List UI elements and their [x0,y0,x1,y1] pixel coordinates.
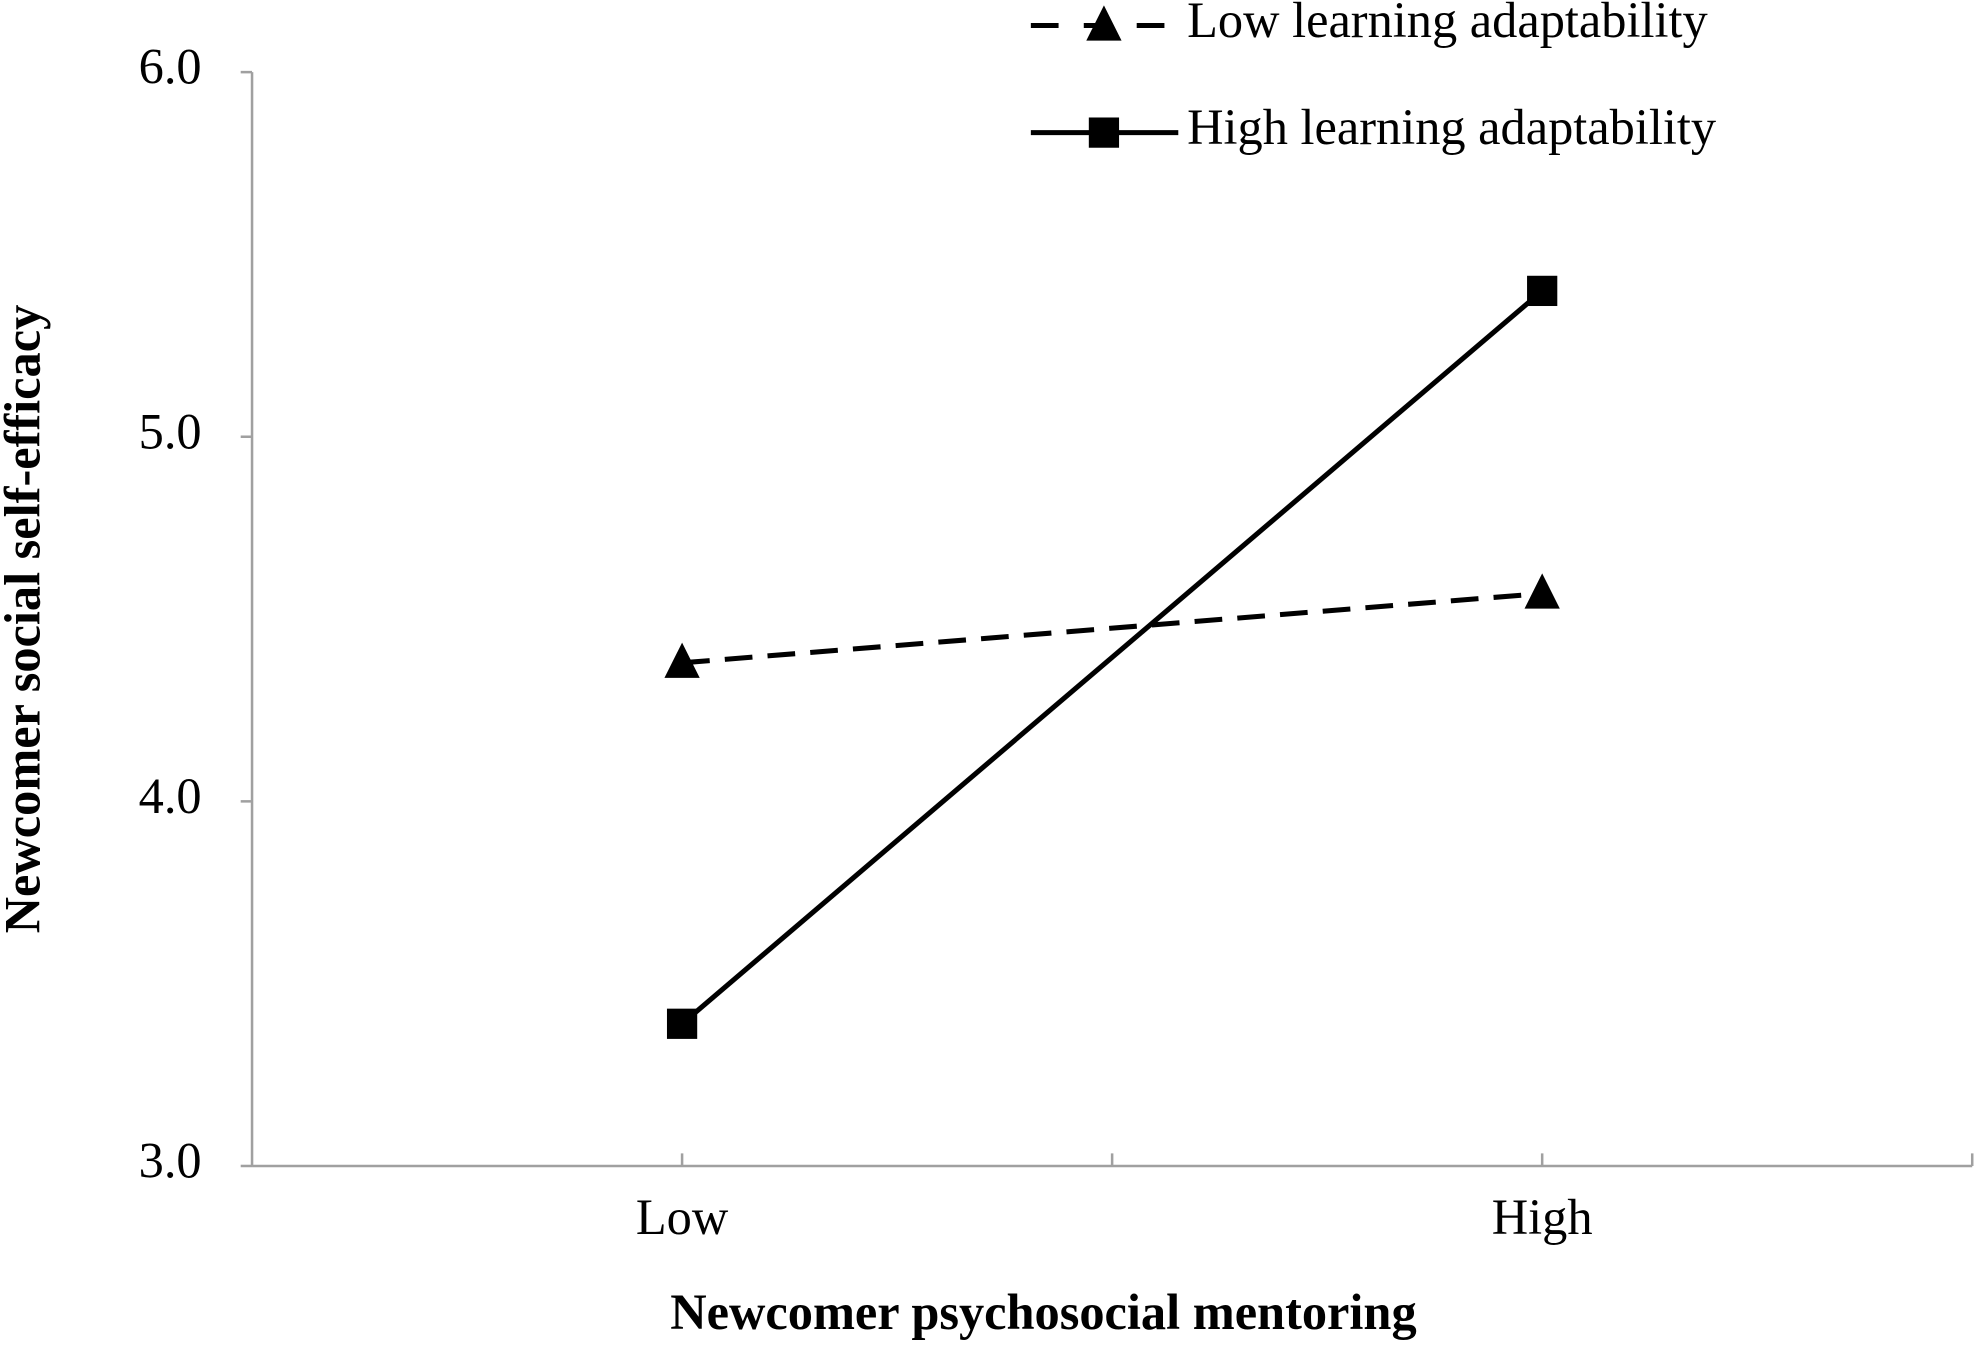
y-axis-title: Newcomer social self-efficacy [0,305,50,934]
y-tick-label: 6.0 [139,39,202,95]
x-axis-title: Newcomer psychosocial mentoring [670,1284,1416,1340]
marker [1524,573,1560,609]
legend-label: High learning adaptability [1187,99,1716,155]
series-line [680,288,1544,1026]
legend-marker [1088,117,1120,148]
marker [666,1008,698,1039]
marker [664,642,700,678]
marker [1527,275,1558,307]
y-tick-label: 5.0 [139,403,202,459]
series-line [681,591,1543,666]
legend-label: Low learning adaptability [1187,0,1708,48]
x-tick-label: High [1492,1189,1593,1245]
y-tick-label: 3.0 [139,1133,202,1189]
legend-marker [1086,5,1122,41]
y-tick-label: 4.0 [139,768,202,824]
x-tick-label: Low [636,1189,729,1245]
